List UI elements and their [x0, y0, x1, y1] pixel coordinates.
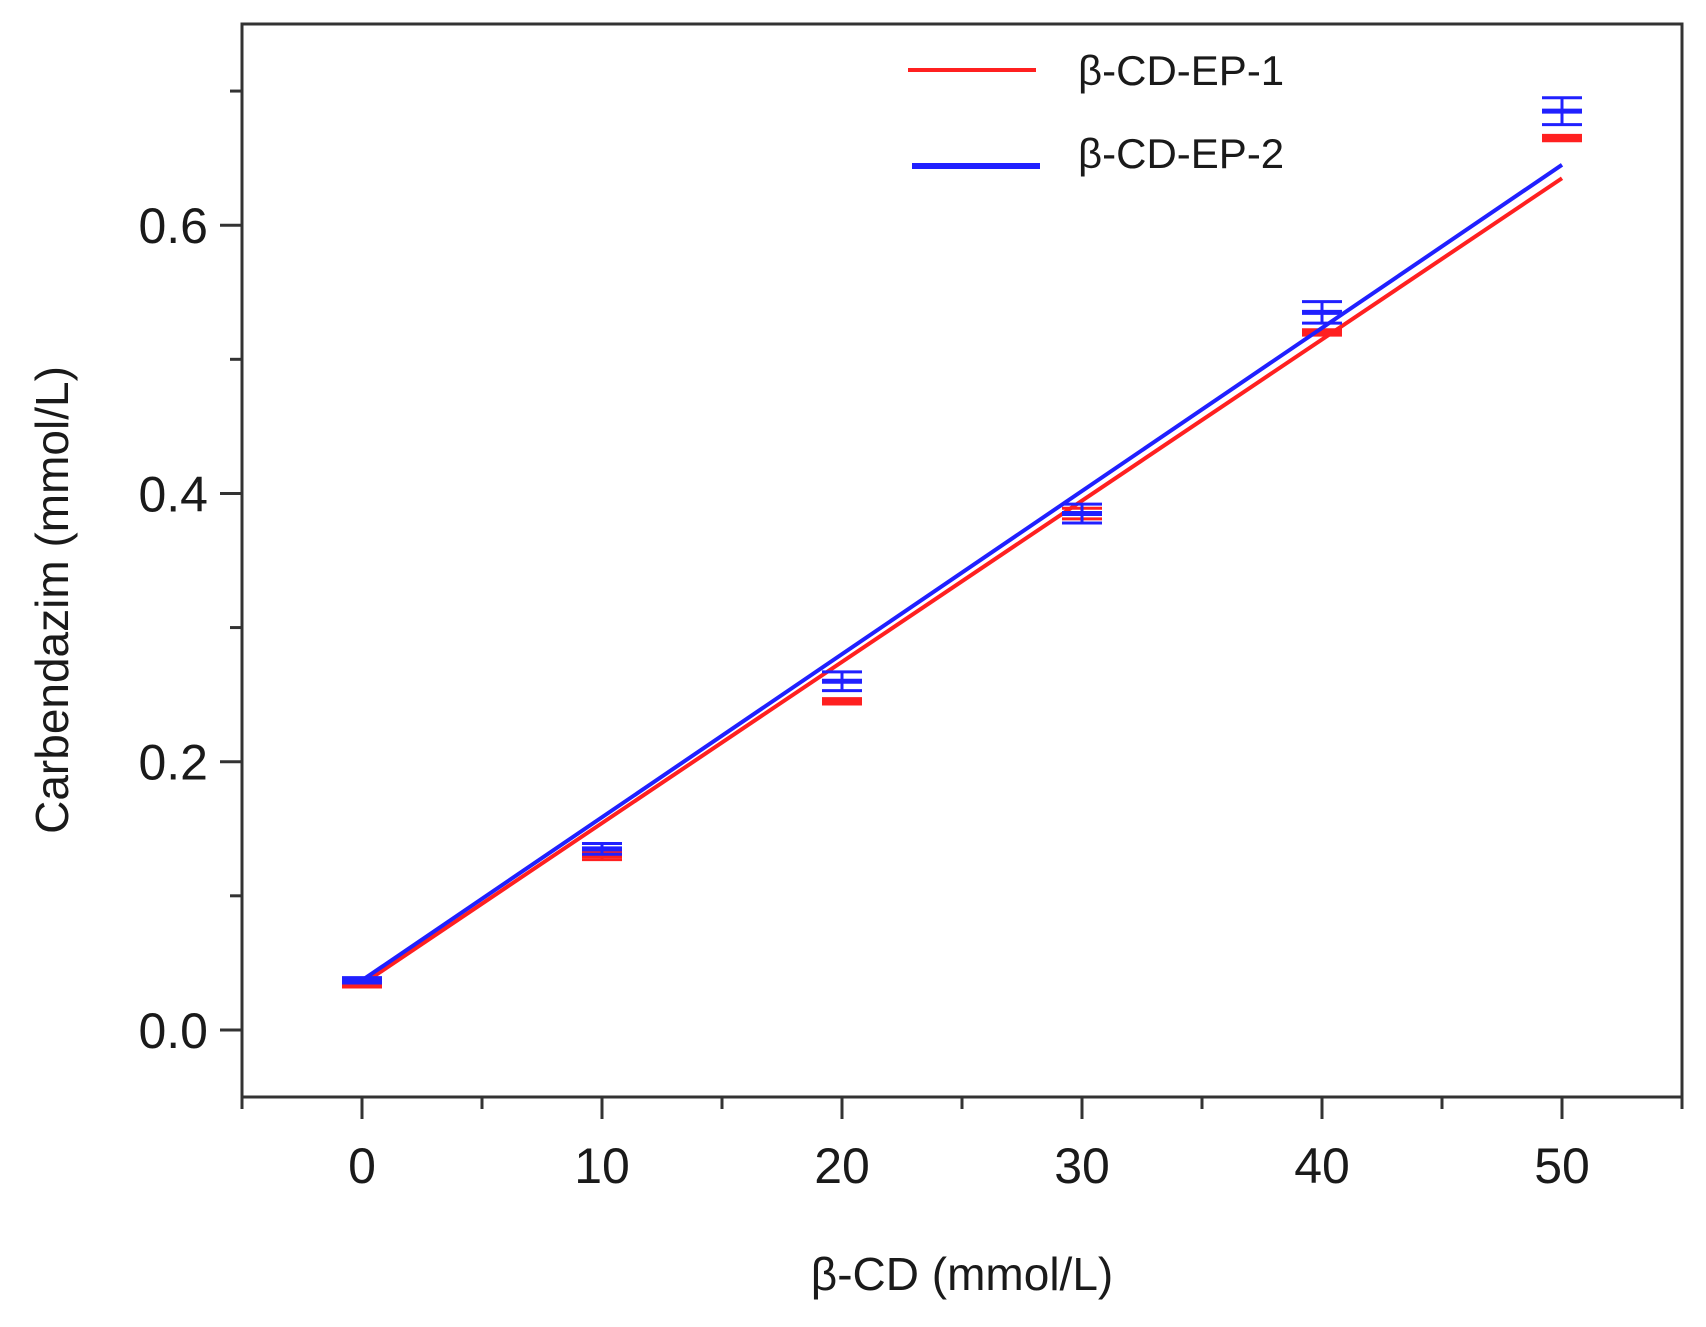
fit-line-ep2 [360, 163, 1564, 982]
x-tick-label: 10 [574, 1138, 630, 1194]
x-tick-label: 40 [1294, 1138, 1350, 1194]
y-tick-label: 0.6 [138, 198, 208, 254]
y-axis-label: Carbendazim (mmol/L) [26, 366, 78, 834]
y-axis-ticks: 0.0 0.2 0.4 0.6 [138, 89, 242, 1059]
x-axis-ticks: 0 10 20 30 40 50 [240, 1097, 1684, 1194]
fit-line-ep1 [360, 176, 1564, 986]
legend-label-ep1: β-CD-EP-1 [1078, 47, 1284, 94]
series-layer [342, 96, 1582, 989]
legend: β-CD-EP-1 β-CD-EP-2 [908, 47, 1284, 177]
plot-frame [240, 22, 1684, 1099]
x-tick-label: 0 [348, 1138, 376, 1194]
x-tick-label: 30 [1054, 1138, 1110, 1194]
y-tick-label: 0.2 [138, 735, 208, 791]
series-ep2 [342, 96, 1582, 985]
x-axis-label: β-CD (mmol/L) [811, 1248, 1113, 1300]
y-tick-label: 0.4 [138, 466, 208, 522]
series-ep1 [342, 133, 1582, 989]
legend-label-ep2: β-CD-EP-2 [1078, 130, 1284, 177]
x-tick-label: 20 [814, 1138, 870, 1194]
y-tick-label: 0.0 [138, 1003, 208, 1059]
x-tick-label: 50 [1534, 1138, 1590, 1194]
